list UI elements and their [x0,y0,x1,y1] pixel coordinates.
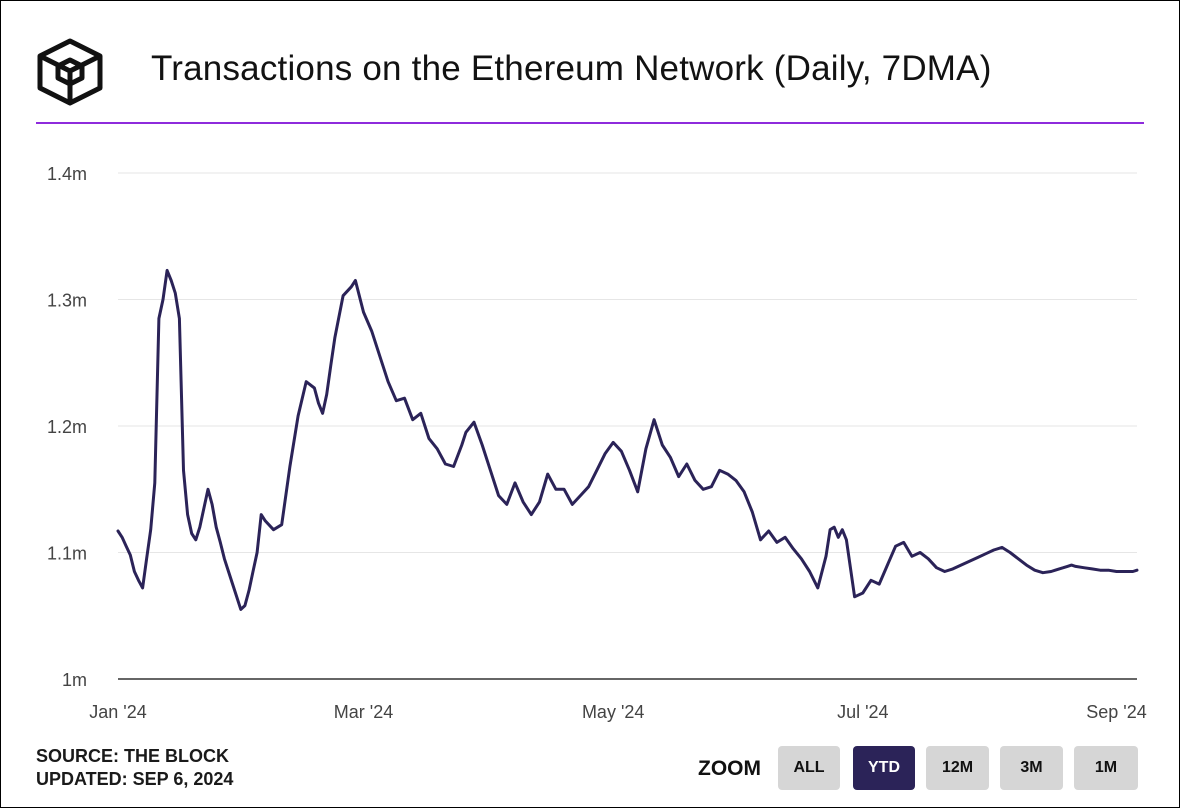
y-tick-label: 1.1m [47,544,87,564]
zoom-label: ZOOM [698,757,761,780]
series-line [116,268,1139,611]
x-tick-label: Jan '24 [89,702,146,722]
title-divider [36,122,1144,124]
y-tick-label: 1m [62,670,87,690]
x-tick-label: Jul '24 [837,702,888,722]
chart-title: Transactions on the Ethereum Network (Da… [151,49,992,88]
x-tick-label: May '24 [582,702,644,722]
y-tick-label: 1.3m [47,291,87,311]
zoom-ytd-button[interactable]: YTD [853,746,915,790]
zoom-1m-button[interactable]: 1M [1074,746,1138,790]
y-tick-label: 1.2m [47,417,87,437]
zoom-12m-button[interactable]: 12M [926,746,989,790]
the-block-cube-logo [37,38,103,106]
zoom-3m-button[interactable]: 3M [1000,746,1063,790]
x-tick-label: Mar '24 [334,702,393,722]
line-chart: 1m 1.1m 1.2m 1.3m 1.4m Jan '24 Mar '24 May '24 J… [47,164,1147,722]
zoom-all-button[interactable]: ALL [778,746,840,790]
y-tick-label: 1.4m [47,164,87,184]
source-label: SOURCE: THE BLOCK [36,746,229,766]
x-tick-label: Sep '24 [1086,702,1147,722]
updated-label: UPDATED: SEP 6, 2024 [36,769,234,789]
source-note: SOURCE: THE BLOCK UPDATED: SEP 6, 2024 [36,745,233,791]
